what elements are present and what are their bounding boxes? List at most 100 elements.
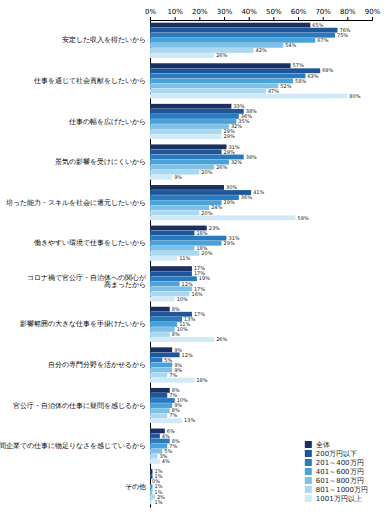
bar	[150, 434, 160, 439]
data-label: 5%	[164, 357, 172, 363]
x-tick-mark	[199, 17, 200, 20]
x-tick: 80%	[340, 8, 356, 20]
bar	[150, 388, 170, 393]
data-label: 57%	[293, 62, 304, 68]
data-label: 26%	[216, 52, 227, 58]
data-label: 26%	[216, 164, 227, 170]
x-tick-mark	[224, 17, 225, 20]
y-tick: 影響範囲の大きな仕事を手掛けたいから	[20, 320, 150, 328]
data-label: 12%	[182, 281, 193, 287]
data-label: 20%	[201, 250, 212, 256]
legend-item: 601～800万円	[305, 477, 364, 485]
bar	[150, 271, 192, 276]
bar	[150, 63, 291, 68]
data-label: 11%	[179, 255, 190, 261]
data-label: 18%	[196, 377, 207, 383]
data-label: 8%	[172, 306, 180, 312]
data-label: 33%	[233, 103, 244, 109]
x-tick-label: 80%	[340, 8, 356, 16]
data-label: 41%	[253, 189, 264, 195]
x-tick: 10%	[167, 8, 183, 20]
data-labels: 65%57%33%31%30%23%17%8%9%8%6%1%76%69%38%…	[152, 22, 361, 505]
y-tick-label: 自分の専門分野を活かせるから	[48, 361, 146, 369]
bar	[150, 185, 224, 190]
data-label: 65%	[312, 22, 323, 28]
bar	[150, 393, 167, 398]
bar	[150, 408, 170, 413]
x-tick-label: 50%	[266, 8, 282, 16]
y-tick-label: 培った能力・スキルを社会に還元したいから	[5, 199, 146, 207]
y-tick-label: 働きやすい環境で仕事をしたいから	[34, 239, 146, 247]
data-label: 47%	[268, 88, 279, 94]
legend-swatch	[305, 468, 312, 475]
bar	[150, 266, 192, 271]
legend-swatch	[305, 441, 312, 448]
x-tick-mark	[298, 17, 299, 20]
bar	[150, 231, 194, 236]
bar	[150, 281, 180, 286]
x-tick: 60%	[291, 8, 307, 20]
data-label: 67%	[317, 37, 328, 43]
x-tick: 90%	[365, 8, 381, 20]
bar	[150, 144, 226, 149]
legend-label: 401～600万円	[316, 468, 364, 476]
data-label: 4%	[162, 433, 170, 439]
bar	[150, 205, 209, 210]
y-tick: 官公庁・自治体の仕事に疑問を感じるから	[13, 402, 150, 410]
x-tick-label: 10%	[167, 8, 183, 16]
bar	[150, 89, 266, 94]
data-label: 29%	[224, 199, 235, 205]
legend-swatch	[305, 486, 312, 493]
data-label: 54%	[285, 42, 296, 48]
x-tick-label: 20%	[192, 8, 208, 16]
x-tick-mark	[150, 17, 151, 20]
chart-container: 0%10%20%30%40%50%60%70%80%90%安定した収入を得たいか…	[0, 0, 384, 513]
x-tick-label: 40%	[241, 8, 257, 16]
bar	[150, 418, 182, 423]
bar	[150, 332, 170, 337]
data-label: 16%	[191, 291, 202, 297]
bar	[150, 48, 254, 53]
legend: 全体200万円以下201～400万円401～600万円601～800万円801～…	[305, 441, 368, 503]
x-axis-line	[151, 17, 373, 21]
data-label: 29%	[224, 133, 235, 139]
bar	[150, 150, 222, 155]
bar	[150, 454, 157, 459]
bar	[150, 251, 199, 256]
data-label: 1%	[154, 499, 162, 505]
bar	[150, 347, 172, 352]
bars	[150, 23, 347, 505]
y-tick-label: その他	[125, 483, 146, 491]
legend-label: 601～800万円	[316, 477, 364, 485]
y-axis: 安定した収入を得たいから仕事を通じて社会貢献をしたいから仕事の幅を広げたいから景…	[0, 21, 151, 508]
bar	[150, 484, 152, 489]
x-tick: 70%	[315, 8, 331, 20]
y-tick: 民間企業での仕事に物足りなさを感じているから	[0, 442, 150, 450]
data-label: 7%	[169, 372, 177, 378]
legend-item: 801～1000万円	[305, 486, 368, 494]
bar	[150, 479, 151, 484]
x-axis: 0%10%20%30%40%50%60%70%80%90%	[145, 8, 381, 21]
data-label: 20%	[201, 210, 212, 216]
y-tick: 培った能力・スキルを社会に還元したいから	[5, 199, 150, 207]
legend-label: 全体	[316, 441, 330, 449]
bar	[150, 236, 226, 241]
legend-label: 1001万円以上	[316, 495, 362, 503]
x-tick-label: 60%	[291, 8, 307, 16]
bar	[150, 129, 222, 134]
y-tick-label: 景気の影響を受けにくいから	[55, 158, 146, 166]
data-label: 19%	[199, 275, 210, 281]
data-label: 23%	[209, 225, 220, 231]
data-label: 20%	[201, 169, 212, 175]
data-label: 38%	[246, 154, 257, 160]
bar	[150, 68, 320, 73]
data-label: 17%	[194, 311, 205, 317]
data-label: 80%	[349, 93, 360, 99]
bar	[150, 33, 335, 38]
bar	[150, 78, 293, 83]
bar	[150, 210, 199, 215]
y-tick: 仕事の幅を広げたいから	[68, 118, 150, 126]
bar	[150, 297, 175, 302]
bar	[150, 23, 310, 28]
plot: 0%10%20%30%40%50%60%70%80%90%安定した収入を得たいか…	[0, 8, 381, 508]
